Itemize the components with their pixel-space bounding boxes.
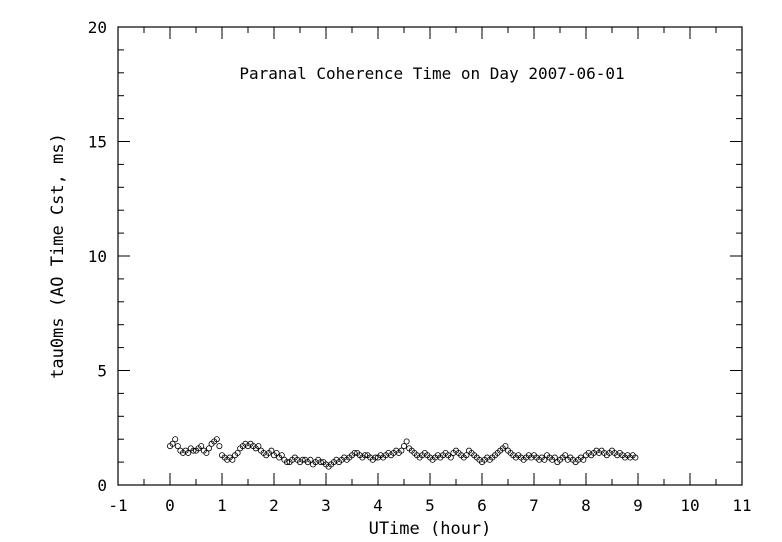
data-point — [255, 443, 262, 450]
data-point — [562, 452, 569, 459]
y-axis-label: tau0ms (AO Time Cst, ms) — [48, 133, 68, 379]
y-tick-label: 5 — [97, 362, 107, 381]
data-point — [216, 443, 223, 450]
data-point — [213, 436, 220, 443]
data-point — [372, 454, 379, 461]
data-point — [317, 459, 324, 466]
data-point — [502, 443, 509, 450]
y-tick-label: 15 — [88, 133, 107, 152]
data-point — [541, 456, 548, 463]
x-tick-label: 5 — [425, 496, 435, 515]
x-tick-label: 3 — [321, 496, 331, 515]
x-tick-label: 0 — [165, 496, 175, 515]
data-point — [203, 449, 210, 456]
data-point — [205, 445, 212, 452]
data-point — [234, 449, 241, 456]
y-tick-labels: 0 5 10 15 20 — [88, 18, 107, 495]
data-point — [351, 449, 358, 456]
data-point — [229, 456, 236, 463]
x-tick-label: 1 — [217, 496, 227, 515]
data-point — [174, 443, 181, 450]
x-tick-label: 2 — [269, 496, 279, 515]
data-point — [198, 443, 205, 450]
x-tick-label: -1 — [108, 496, 127, 515]
data-point — [307, 456, 314, 463]
data-point — [283, 459, 290, 466]
y-tick-label: 20 — [88, 18, 107, 37]
x-axis-label: UTime (hour) — [369, 519, 492, 539]
data-point — [551, 454, 558, 461]
x-tick-labels: -1 0 1 2 3 4 5 6 7 8 9 10 11 — [108, 496, 751, 515]
x-tick-label: 9 — [633, 496, 643, 515]
data-point — [632, 454, 639, 461]
x-tick-label: 4 — [373, 496, 383, 515]
data-point — [398, 447, 405, 454]
y-tick-label: 0 — [97, 476, 107, 495]
x-tick-label: 11 — [732, 496, 751, 515]
y-tick-label: 10 — [88, 247, 107, 266]
tick-marks — [117, 26, 743, 486]
data-point — [278, 452, 285, 459]
data-point — [185, 449, 192, 456]
data-points — [166, 436, 639, 470]
data-point — [299, 456, 306, 463]
data-point — [463, 452, 470, 459]
data-point — [403, 438, 410, 445]
data-point — [273, 449, 280, 456]
data-point — [268, 447, 275, 454]
data-point — [190, 447, 197, 454]
data-point — [361, 452, 368, 459]
data-point — [169, 440, 176, 447]
x-tick-label: 6 — [477, 496, 487, 515]
data-point — [172, 436, 179, 443]
x-tick-label: 8 — [581, 496, 591, 515]
data-point — [580, 456, 587, 463]
chart-title: Paranal Coherence Time on Day 2007-06-01 — [239, 64, 624, 83]
plot-frame — [117, 26, 743, 486]
data-point — [447, 454, 454, 461]
x-tick-label: 7 — [529, 496, 539, 515]
data-point — [400, 443, 407, 450]
x-tick-label: 10 — [680, 496, 699, 515]
